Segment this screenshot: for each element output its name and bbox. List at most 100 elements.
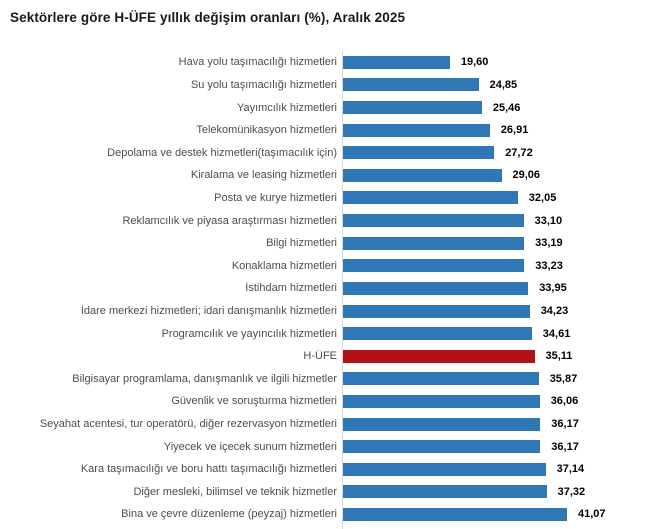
bar-chart: Hava yolu taşımacılığı hizmetleri 19,60 Su…	[0, 51, 664, 529]
category-label: Konaklama hizmetleri	[231, 259, 337, 272]
chart-row: Hava yolu taşımacılığı hizmetleri 19,60	[0, 51, 664, 74]
value-label: 19,60	[460, 56, 489, 69]
chart-row: Bina ve çevre düzenleme (peyzaj) hizmetl…	[0, 503, 664, 526]
category-label: Kara taşımacılığı ve boru hattı taşımacı…	[80, 463, 337, 476]
value-label: 29,06	[512, 169, 541, 182]
bar	[343, 123, 490, 137]
value-label: 36,06	[550, 395, 579, 408]
chart-row: Diğer mesleki, bilimsel ve teknik hizmet…	[0, 480, 664, 504]
bar	[343, 101, 482, 115]
category-label: Su yolu taşımacılığı hizmetleri	[190, 78, 337, 91]
bar-area: 33,95	[342, 277, 664, 300]
bar	[343, 327, 532, 341]
category-label: Posta ve kurye hizmetleri	[214, 191, 337, 204]
category-label: Kiralama ve leasing hizmetleri	[190, 169, 337, 182]
category-label: Bina ve çevre düzenleme (peyzaj) hizmetl…	[121, 508, 337, 521]
bar-area: 25,46	[342, 96, 664, 119]
value-label: 37,14	[556, 463, 585, 476]
bar-area: 26,91	[342, 118, 664, 142]
axis-line-tail	[342, 525, 352, 529]
category-label: İdare merkezi hizmetleri; idari danışman…	[80, 305, 337, 317]
category-label: Yayımcılık hizmetleri	[236, 101, 337, 114]
category-label: Reklamcılık ve piyasa araştırması hizmet…	[122, 214, 337, 227]
category-label: İstihdam hizmetleri	[245, 282, 337, 295]
highlight-bar	[343, 349, 535, 363]
category-label: Programcılık ve yayıncılık hizmetleri	[161, 327, 337, 340]
category-label: Yiyecek ve içecek sunum hizmetleri	[163, 440, 337, 453]
value-label: 33,95	[539, 282, 567, 295]
category-label: Bilgisayar programlama, danışmanlık ve i…	[72, 372, 337, 385]
bar	[343, 191, 518, 205]
value-label: 41,07	[578, 508, 606, 521]
bar	[343, 168, 502, 182]
value-label: 25,46	[492, 101, 521, 114]
value-label: 35,11	[545, 350, 573, 363]
bar-area: 37,32	[342, 480, 664, 504]
value-label: 34,23	[540, 305, 569, 317]
bar	[343, 372, 539, 386]
bar	[343, 485, 547, 499]
bar	[343, 304, 530, 318]
value-label: 24,85	[489, 78, 518, 91]
bar-area: 34,23	[342, 299, 664, 323]
chart-row: Su yolu taşımacılığı hizmetleri 24,85	[0, 73, 664, 97]
chart-row: Yiyecek ve içecek sunum hizmetleri 36,17	[0, 435, 664, 458]
bar-area: 33,10	[342, 209, 664, 232]
bar-area: 34,61	[342, 322, 664, 345]
bar-area: 37,14	[342, 457, 664, 481]
value-label: 34,61	[542, 327, 571, 340]
value-label: 33,23	[535, 259, 563, 272]
value-label: 36,17	[551, 440, 579, 453]
bar	[343, 417, 541, 431]
bar-area: 29,06	[342, 164, 664, 187]
chart-row: İdare merkezi hizmetleri; idari danışman…	[0, 299, 664, 323]
bar	[343, 259, 525, 273]
value-label: 36,17	[551, 418, 579, 431]
bar	[343, 236, 525, 250]
bar-area: 36,17	[342, 435, 664, 458]
category-label: Seyahat acentesi, tur operatörü, diğer r…	[39, 418, 337, 431]
bar	[343, 440, 541, 454]
chart-row: H-ÜFE 35,11	[0, 344, 664, 368]
chart-row: Seyahat acentesi, tur operatörü, diğer r…	[0, 412, 664, 436]
bar-area: 36,17	[342, 412, 664, 436]
category-label: Telekomünikasyon hizmetleri	[196, 124, 337, 137]
chart-row: İstihdam hizmetleri 33,95	[0, 277, 664, 300]
chart-title: Sektörlere göre H-ÜFE yıllık değişim ora…	[10, 10, 406, 25]
bar	[343, 146, 495, 160]
bar	[343, 462, 546, 476]
category-label: Bilgi hizmetleri	[266, 237, 337, 250]
chart-row: Bilgisayar programlama, danışmanlık ve i…	[0, 367, 664, 391]
bar-area: 33,23	[342, 254, 664, 278]
chart-row: Programcılık ve yayıncılık hizmetleri 34,…	[0, 322, 664, 345]
bar-area: 35,11	[342, 344, 664, 368]
bar-area: 19,60	[342, 51, 664, 74]
bar	[343, 507, 567, 521]
chart-row: Bilgi hizmetleri 33,19	[0, 231, 664, 255]
value-label: 35,87	[549, 372, 578, 385]
bar-area: 35,87	[342, 367, 664, 391]
category-label: Diğer mesleki, bilimsel ve teknik hizmet…	[133, 485, 337, 498]
chart-row: Depolama ve destek hizmetleri(taşımacılı…	[0, 141, 664, 165]
category-label: Hava yolu taşımacılığı hizmetleri	[178, 56, 337, 69]
bar	[343, 394, 540, 408]
chart-row: Kara taşımacılığı ve boru hattı taşımacı…	[0, 457, 664, 481]
chart-row: Yayımcılık hizmetleri 25,46	[0, 96, 664, 119]
value-label: 37,32	[557, 485, 586, 498]
chart-row: Güvenlik ve soruşturma hizmetleri 36,06	[0, 390, 664, 413]
bar-area: 41,07	[342, 503, 664, 526]
bar-area: 32,05	[342, 186, 664, 210]
value-label: 27,72	[505, 146, 533, 159]
chart-row: Konaklama hizmetleri 33,23	[0, 254, 664, 278]
bar-area: 33,19	[342, 231, 664, 255]
chart-row: Kiralama ve leasing hizmetleri 29,06	[0, 164, 664, 187]
bar	[343, 78, 479, 92]
bar	[343, 55, 450, 69]
value-label: 26,91	[500, 124, 529, 137]
chart-row: Reklamcılık ve piyasa araştırması hizmet…	[0, 209, 664, 232]
bar-area: 36,06	[342, 390, 664, 413]
value-label: 33,10	[534, 214, 563, 227]
category-label: H-ÜFE	[303, 350, 337, 363]
bar	[343, 214, 524, 228]
